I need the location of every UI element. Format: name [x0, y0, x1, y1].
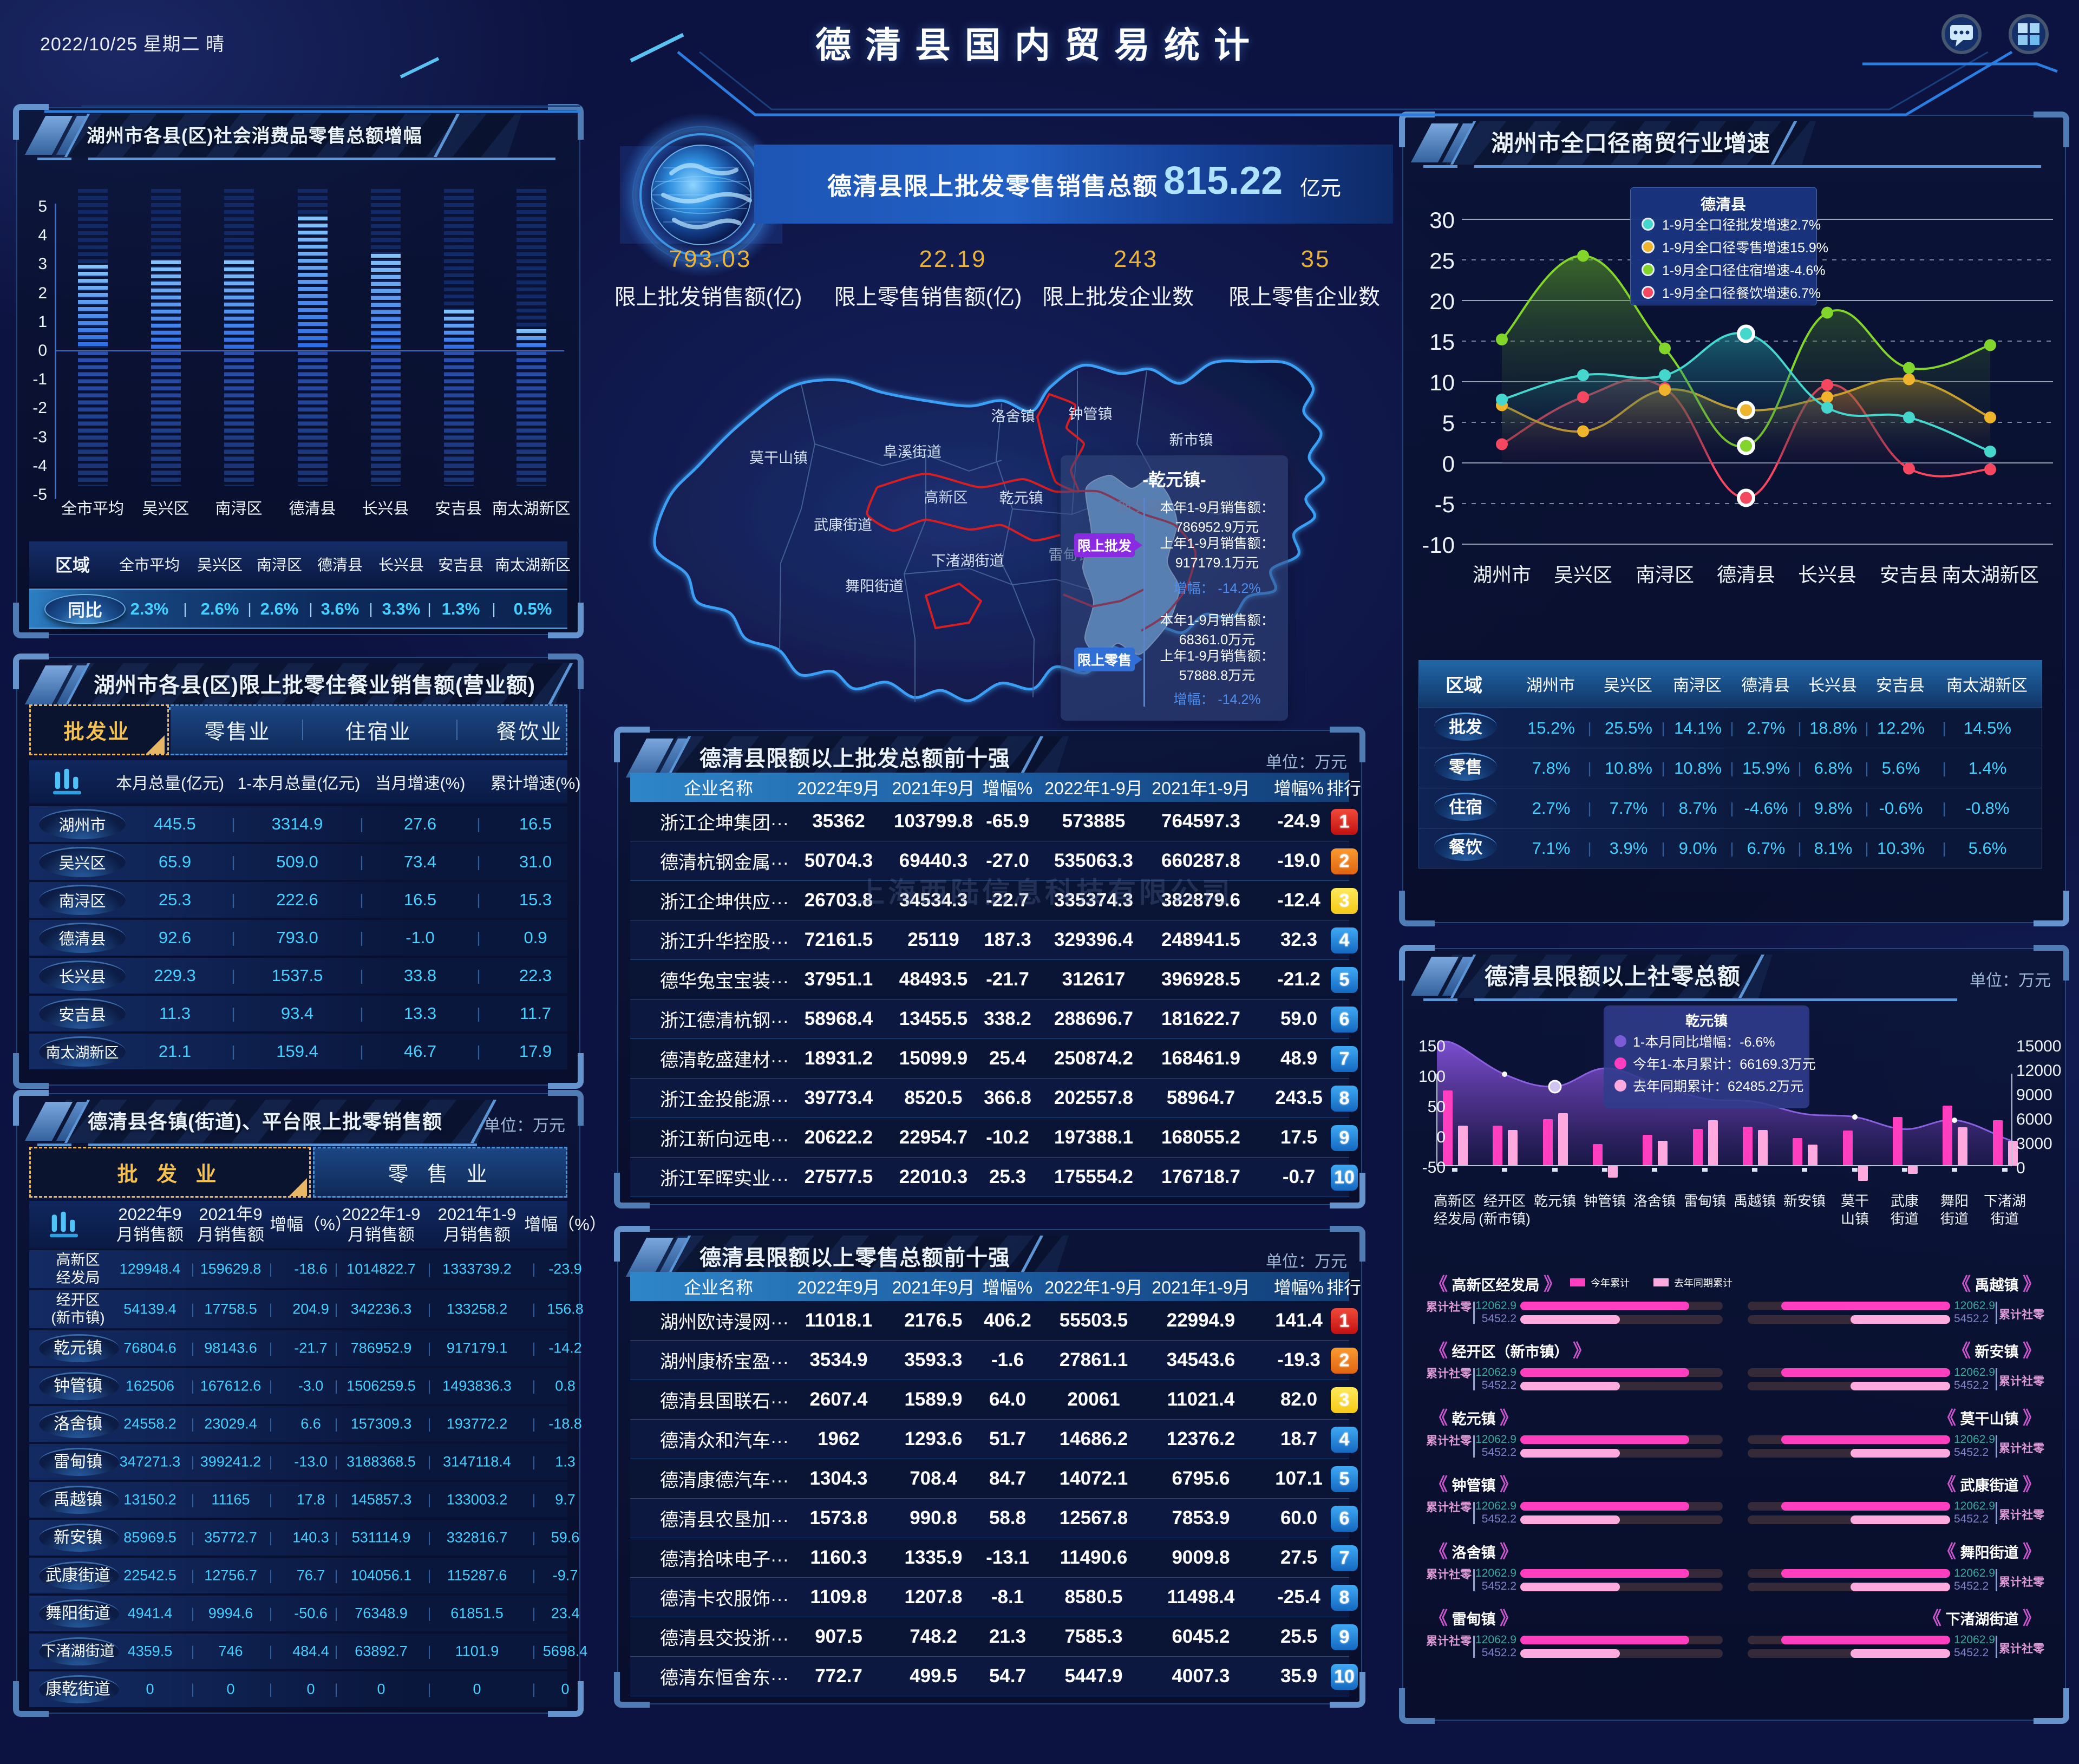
svg-text:6000: 6000 — [2016, 1110, 2052, 1128]
svg-text:武康街道: 武康街道 — [814, 517, 872, 533]
svg-text:舞阳街道: 舞阳街道 — [845, 578, 904, 594]
svg-text:钟管镇: 钟管镇 — [1069, 406, 1113, 422]
svg-text:50: 50 — [1428, 1098, 1446, 1116]
svg-text:莫干山镇: 莫干山镇 — [749, 450, 808, 466]
svg-text:阜溪街道: 阜溪街道 — [883, 444, 942, 460]
svg-text:下渚湖街道: 下渚湖街道 — [931, 553, 1004, 569]
svg-text:洛舍镇: 洛舍镇 — [991, 408, 1035, 424]
svg-text:-5: -5 — [1435, 492, 1455, 517]
svg-text:0: 0 — [2016, 1159, 2025, 1177]
svg-text:20: 20 — [1429, 289, 1455, 314]
svg-text:0: 0 — [1436, 1128, 1446, 1146]
svg-text:15000: 15000 — [2016, 1037, 2061, 1055]
svg-text:新市镇: 新市镇 — [1169, 432, 1213, 448]
svg-text:0: 0 — [1442, 451, 1455, 476]
svg-text:10: 10 — [1429, 370, 1455, 395]
svg-text:乾元镇: 乾元镇 — [999, 490, 1043, 506]
svg-text:150: 150 — [1418, 1037, 1446, 1055]
svg-text:9000: 9000 — [2016, 1086, 2052, 1104]
svg-text:-10: -10 — [1422, 532, 1455, 558]
svg-text:-50: -50 — [1422, 1159, 1446, 1177]
svg-text:12000: 12000 — [2016, 1062, 2061, 1080]
svg-text:25: 25 — [1429, 248, 1455, 273]
svg-text:30: 30 — [1429, 207, 1455, 233]
svg-text:5: 5 — [1442, 410, 1455, 436]
svg-text:15: 15 — [1429, 329, 1455, 355]
svg-text:100: 100 — [1418, 1068, 1446, 1086]
svg-text:高新区: 高新区 — [924, 489, 968, 506]
svg-text:3000: 3000 — [2016, 1135, 2052, 1153]
